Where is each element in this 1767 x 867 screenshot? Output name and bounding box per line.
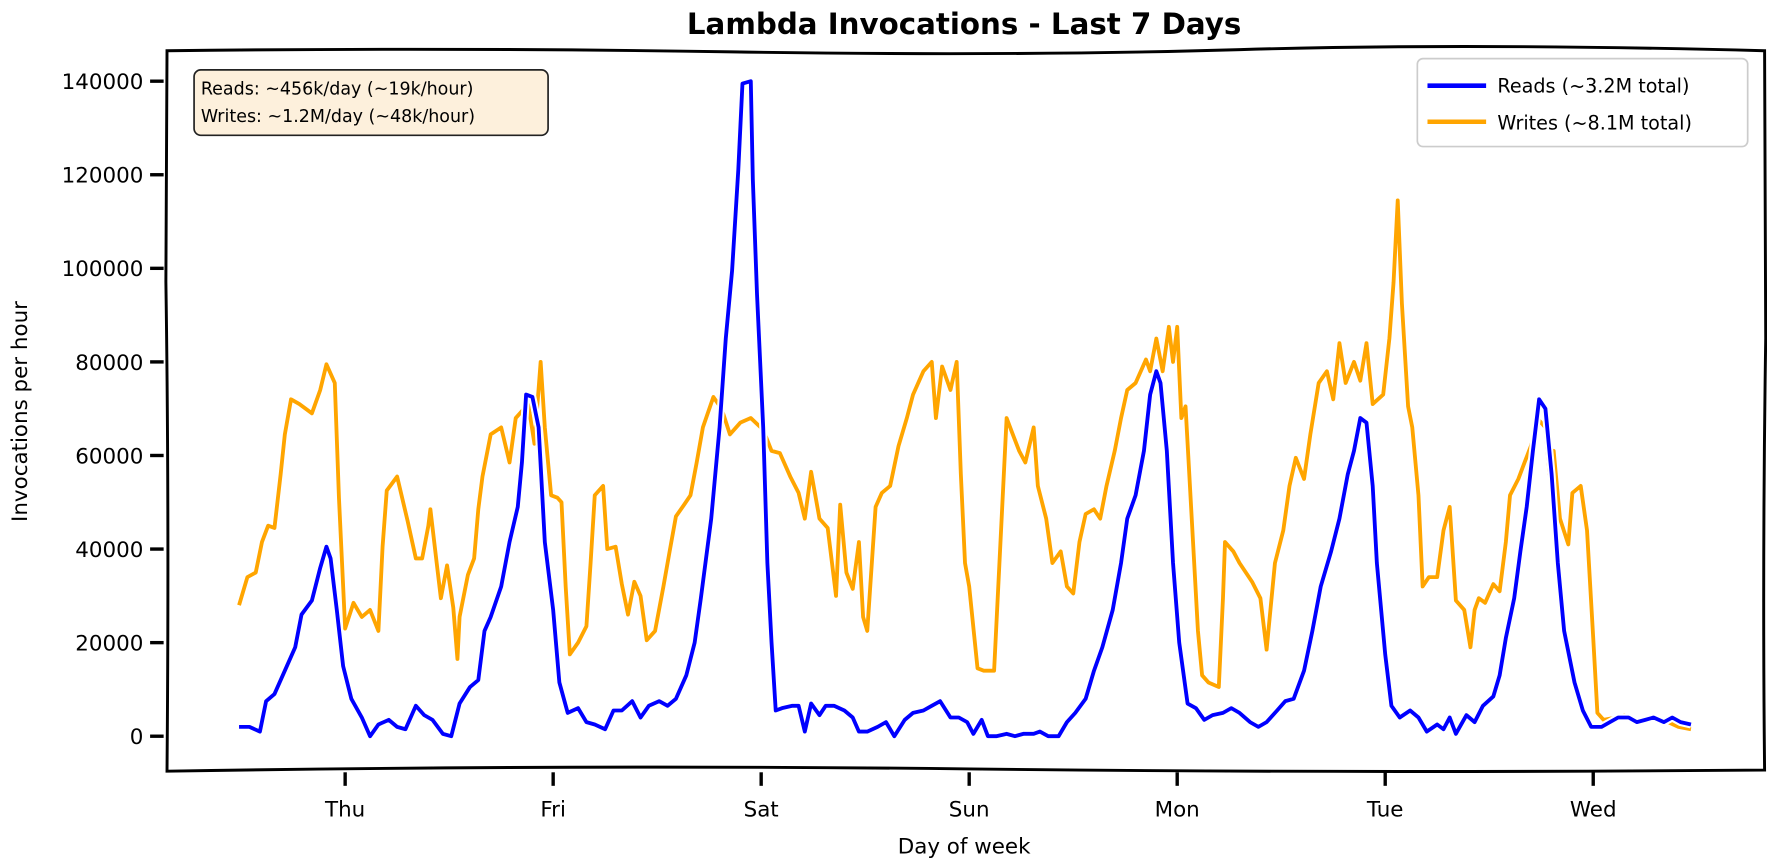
annotation-line-reads: Reads: ~456k/day (~19k/hour) <box>201 80 474 100</box>
plot-frame <box>164 45 1767 773</box>
chart-title: Lambda Invocations - Last 7 Days <box>687 7 1241 41</box>
series-line-writes <box>237 198 1692 732</box>
annotation-box: Reads: ~456k/day (~19k/hour) Writes: ~1.… <box>193 69 549 137</box>
x-tick-label-thu: Thu <box>324 797 365 822</box>
y-tick-label: 100000 <box>62 257 144 282</box>
y-tick-label: 140000 <box>62 70 144 95</box>
y-tick-label: 20000 <box>75 632 143 657</box>
annotation-line-writes: Writes: ~1.2M/day (~48k/hour) <box>201 107 475 127</box>
y-tick-label: 80000 <box>75 351 143 376</box>
y-tick-label: 60000 <box>75 444 143 469</box>
x-axis: Thu Fri Sat Sun Mon Tue Wed <box>324 772 1617 822</box>
x-tick-label-sun: Sun <box>949 797 990 822</box>
legend-label-reads: Reads (~3.2M total) <box>1497 74 1689 97</box>
x-tick-label-sat: Sat <box>744 797 779 822</box>
series-layer <box>235 77 1692 741</box>
legend: Reads (~3.2M total) Writes (~8.1M total) <box>1416 57 1749 148</box>
series-line-reads <box>239 79 1692 739</box>
legend-label-writes: Writes (~8.1M total) <box>1497 112 1692 135</box>
y-tick-label: 0 <box>130 725 144 750</box>
y-axis-label: Invocations per hour <box>8 301 33 522</box>
x-tick-label-mon: Mon <box>1155 797 1200 822</box>
x-axis-label: Day of week <box>898 834 1031 859</box>
y-tick-label: 120000 <box>62 164 144 189</box>
x-tick-label-fri: Fri <box>540 797 566 822</box>
x-tick-label-tue: Tue <box>1366 797 1404 822</box>
x-tick-label-wed: Wed <box>1570 797 1617 822</box>
y-axis: 0 20000 40000 60000 80000 100000 120000 140000 <box>62 70 164 750</box>
y-tick-label: 40000 <box>75 538 143 563</box>
